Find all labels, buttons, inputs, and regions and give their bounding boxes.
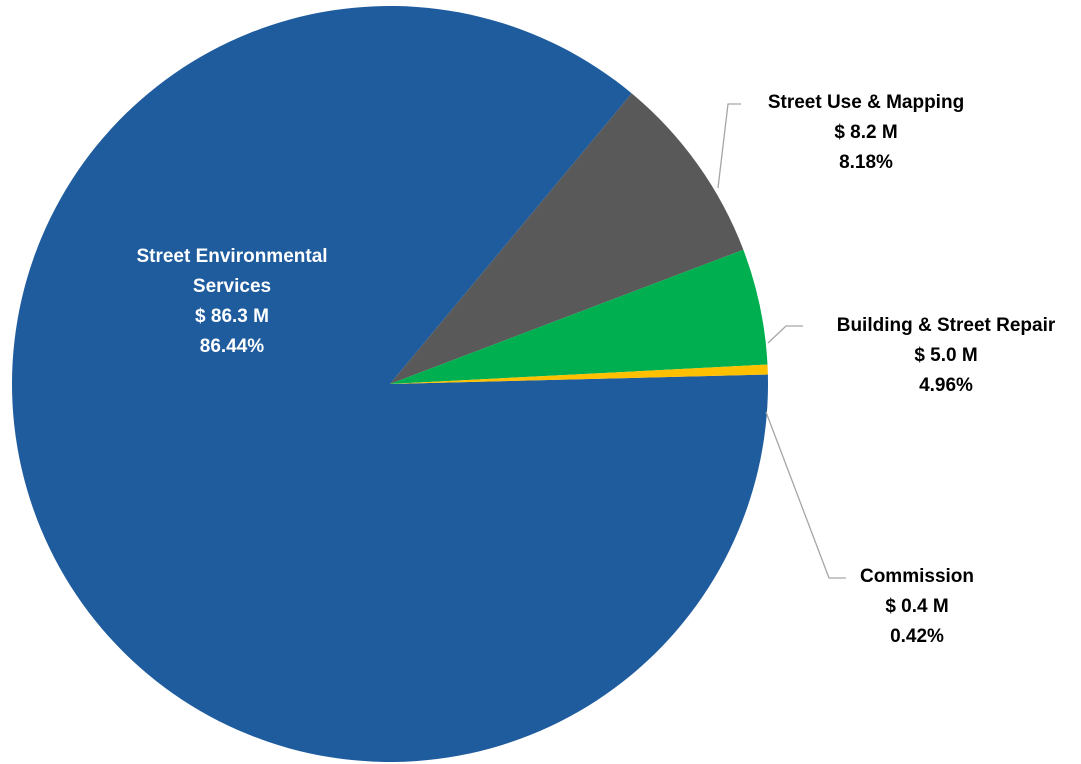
label-category-street-environmental-services: Services (193, 276, 271, 297)
label-category-commission: Commission (860, 566, 974, 587)
pie-slice-building-and-street-repair (390, 249, 768, 384)
pie-slices (11, 5, 768, 762)
leader-line-street-use-and-mapping (717, 103, 741, 189)
leader-line-building-and-street-repair (767, 325, 803, 344)
data-label-commission: Commission $ 0.4 M 0.42% (860, 566, 974, 647)
label-category-street-environmental-services: Street Environmental (136, 246, 327, 267)
pie-slice-street-environmental-services (11, 5, 768, 762)
data-label-street-environmental-services: Street Environmental Services $ 86.3 M 86.4… (136, 246, 327, 357)
leader-line-commission (765, 411, 846, 579)
label-category-building-and-street-repair: Building & Street Repair (837, 315, 1056, 336)
label-amount-building-and-street-repair: $ 5.0 M (914, 345, 977, 366)
data-label-building-and-street-repair: Building & Street Repair $ 5.0 M 4.96% (837, 315, 1056, 396)
label-category-street-use-and-mapping: Street Use & Mapping (768, 92, 964, 113)
label-percent-street-use-and-mapping: 8.18% (839, 152, 893, 173)
label-amount-street-environmental-services: $ 86.3 M (195, 306, 269, 327)
label-percent-street-environmental-services: 86.44% (200, 336, 265, 357)
pie-slice-street-use-and-mapping (390, 93, 744, 385)
label-percent-building-and-street-repair: 4.96% (919, 375, 973, 396)
data-labels: Street Environmental Services $ 86.3 M 86.4… (136, 92, 1055, 647)
label-amount-commission: $ 0.4 M (885, 596, 948, 617)
pie-slice-commission (390, 364, 768, 384)
data-label-street-use-and-mapping: Street Use & Mapping $ 8.2 M 8.18% (768, 92, 964, 173)
label-percent-commission: 0.42% (890, 626, 944, 647)
label-amount-street-use-and-mapping: $ 8.2 M (834, 122, 897, 143)
